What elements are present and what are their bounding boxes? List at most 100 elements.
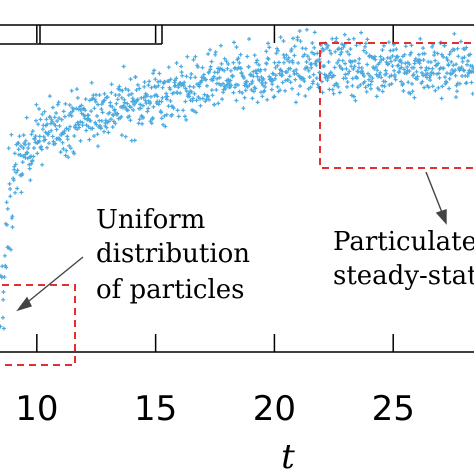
- data-point: [377, 60, 382, 65]
- data-point: [88, 118, 93, 123]
- data-point: [319, 79, 324, 84]
- data-point: [134, 88, 139, 92]
- data-point: [287, 59, 292, 64]
- data-point: [137, 117, 142, 122]
- data-point: [379, 58, 384, 62]
- data-point: [15, 186, 20, 191]
- data-point: [143, 98, 148, 103]
- data-point: [159, 110, 164, 115]
- data-point: [395, 54, 400, 59]
- data-point: [160, 95, 165, 100]
- data-point: [304, 60, 309, 64]
- data-point: [314, 63, 319, 68]
- data-point: [392, 73, 397, 77]
- data-point: [366, 71, 370, 76]
- data-point: [87, 98, 92, 103]
- data-point: [380, 48, 385, 52]
- data-point: [1, 290, 6, 294]
- data-point: [339, 50, 344, 55]
- data-point: [25, 151, 30, 155]
- data-point: [348, 47, 353, 52]
- data-point: [258, 67, 263, 72]
- data-point: [412, 95, 417, 100]
- data-point: [404, 71, 409, 76]
- data-point: [364, 89, 369, 94]
- data-point: [142, 80, 147, 85]
- data-point: [328, 70, 333, 75]
- data-point: [331, 73, 336, 78]
- data-point: [43, 137, 48, 142]
- data-point: [315, 51, 320, 56]
- scatter-points: [0, 27, 474, 331]
- data-point: [144, 92, 149, 97]
- data-point: [111, 119, 116, 124]
- data-point: [45, 122, 50, 127]
- data-point: [236, 83, 240, 87]
- data-point: [114, 101, 119, 106]
- data-point: [86, 124, 91, 129]
- data-point: [439, 96, 444, 101]
- data-point: [2, 275, 7, 279]
- data-point: [27, 162, 32, 167]
- data-point: [448, 49, 453, 54]
- data-point: [353, 58, 357, 63]
- data-point: [59, 117, 64, 122]
- data-point: [226, 62, 231, 66]
- data-point: [343, 61, 348, 66]
- data-point: [396, 63, 401, 68]
- data-point: [68, 146, 73, 151]
- data-point: [260, 94, 265, 99]
- data-point: [428, 78, 433, 83]
- data-point: [366, 77, 371, 82]
- data-point: [47, 94, 52, 99]
- data-point: [398, 58, 403, 63]
- data-point: [232, 85, 237, 90]
- data-point: [352, 64, 357, 69]
- data-point: [291, 36, 296, 41]
- data-point: [418, 36, 423, 41]
- annotation-boxes: [0, 42, 474, 366]
- data-point: [432, 50, 437, 55]
- data-point: [406, 80, 411, 85]
- data-point: [365, 37, 370, 42]
- data-point: [390, 64, 395, 68]
- data-point: [421, 46, 426, 51]
- data-point: [422, 85, 427, 90]
- data-point: [49, 128, 54, 133]
- data-point: [237, 60, 242, 65]
- data-point: [270, 82, 275, 87]
- data-point: [325, 76, 330, 80]
- data-point: [391, 48, 396, 53]
- data-point: [16, 147, 21, 152]
- data-point: [282, 55, 287, 60]
- data-point: [175, 108, 180, 113]
- data-point: [209, 88, 214, 93]
- data-point: [292, 44, 297, 49]
- data-point: [119, 114, 124, 119]
- data-point: [1, 326, 6, 331]
- data-point: [168, 77, 173, 82]
- data-point: [123, 105, 128, 110]
- data-point: [133, 75, 138, 79]
- data-point: [94, 92, 98, 97]
- data-point: [74, 87, 79, 92]
- data-point: [214, 87, 219, 92]
- data-point: [50, 105, 55, 110]
- data-point: [200, 96, 205, 101]
- data-point: [48, 115, 52, 120]
- data-point: [363, 41, 368, 46]
- x-tick-label-25: 25: [372, 389, 415, 429]
- data-point: [10, 214, 15, 219]
- data-point: [305, 54, 310, 59]
- data-point: [90, 126, 95, 131]
- data-point: [365, 62, 370, 67]
- data-point: [296, 61, 301, 65]
- data-point: [293, 77, 298, 82]
- data-point: [249, 87, 254, 92]
- data-point: [200, 65, 205, 70]
- data-point: [109, 90, 114, 95]
- data-point: [34, 118, 38, 123]
- data-point: [340, 58, 345, 63]
- data-point: [389, 73, 394, 78]
- data-point: [115, 111, 120, 116]
